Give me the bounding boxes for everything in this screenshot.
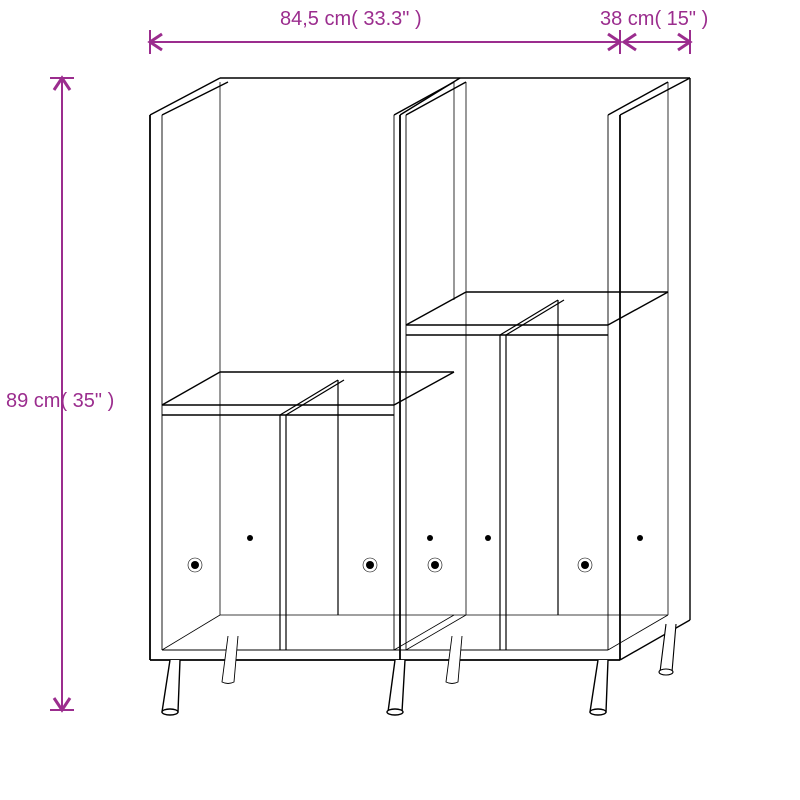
furniture-lines [150, 78, 690, 715]
height-dimension-label: 89 cm( 35" ) [6, 390, 114, 413]
diagram-container: 84,5 cm( 33.3" ) 38 cm( 15" ) 89 cm( 35"… [0, 0, 800, 800]
depth-dimension-label: 38 cm( 15" ) [600, 8, 708, 31]
dimension-lines [50, 30, 690, 710]
width-dimension-label: 84,5 cm( 33.3" ) [280, 8, 422, 31]
furniture-diagram [0, 0, 800, 800]
